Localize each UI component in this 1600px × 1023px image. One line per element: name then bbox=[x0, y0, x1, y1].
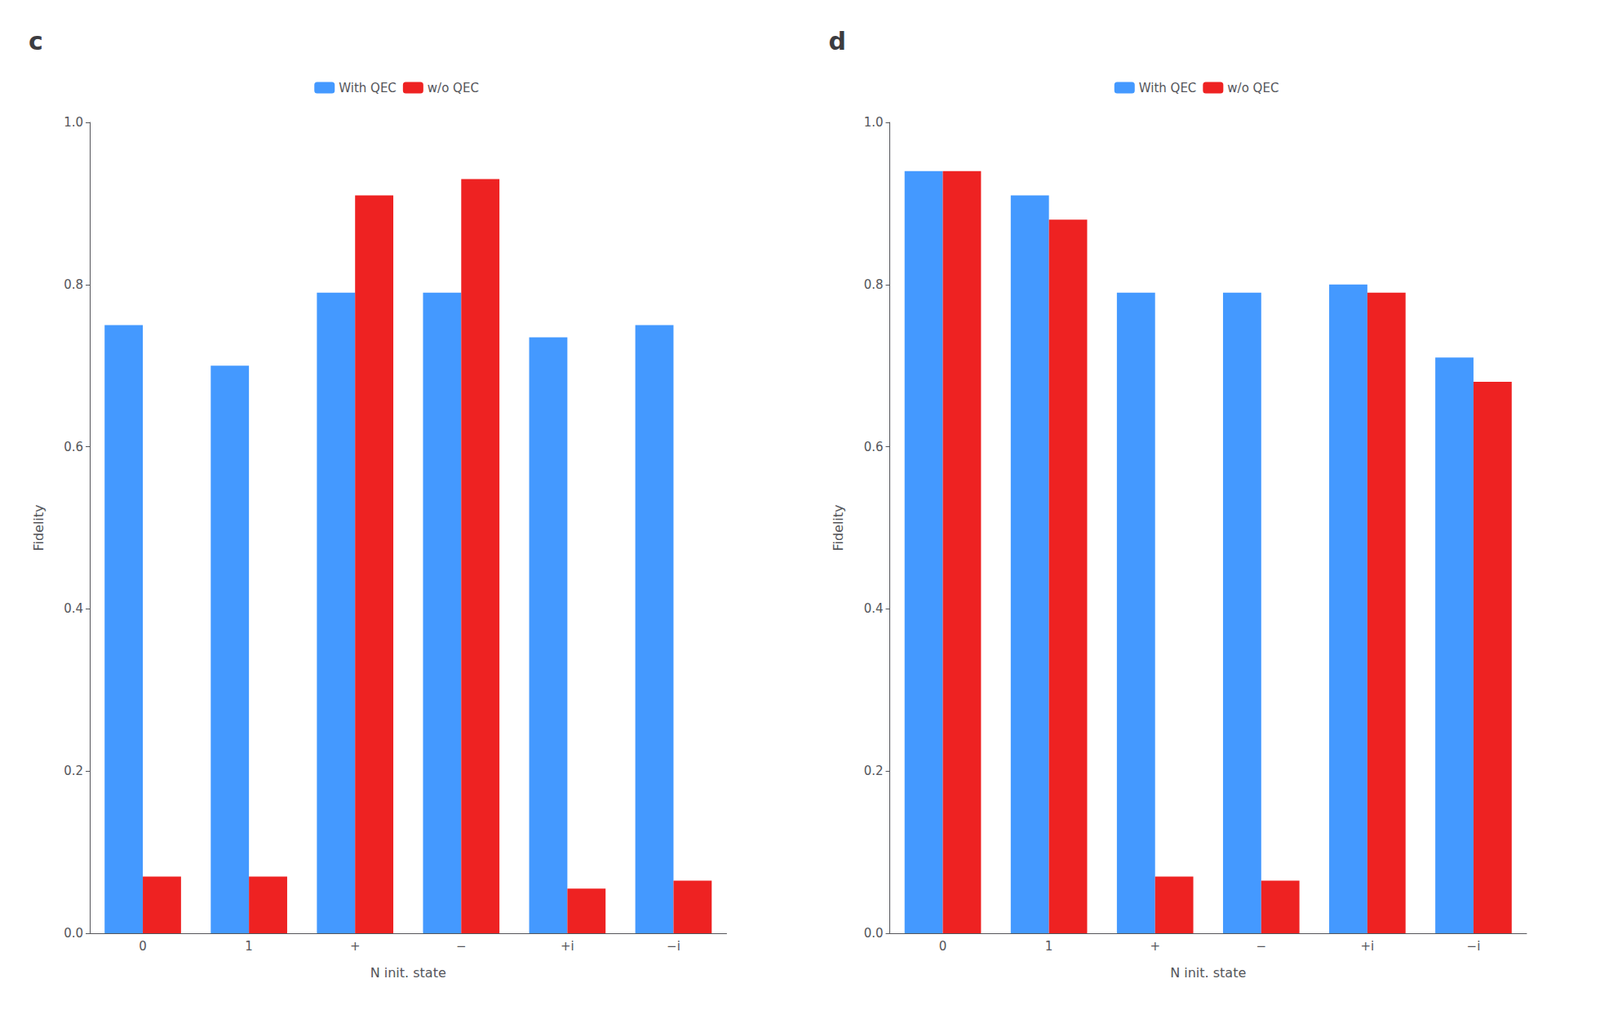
svg-text:With QEC: With QEC bbox=[1139, 80, 1197, 96]
svg-text:0.6: 0.6 bbox=[63, 439, 84, 455]
svg-text:0.2: 0.2 bbox=[63, 763, 84, 779]
svg-text:0.8: 0.8 bbox=[864, 277, 884, 293]
svg-text:0: 0 bbox=[939, 939, 948, 954]
svg-text:0.0: 0.0 bbox=[63, 926, 84, 941]
svg-text:c: c bbox=[28, 26, 44, 56]
svg-text:d: d bbox=[828, 26, 847, 56]
svg-text:0.2: 0.2 bbox=[864, 763, 884, 779]
svg-text:1: 1 bbox=[244, 939, 253, 954]
svg-text:N init. state: N init. state bbox=[1170, 965, 1246, 981]
svg-text:Fidelity: Fidelity bbox=[31, 504, 47, 551]
svg-text:−i: −i bbox=[1467, 939, 1481, 954]
svg-text:Fidelity: Fidelity bbox=[830, 504, 847, 551]
svg-text:0: 0 bbox=[138, 939, 147, 954]
svg-text:1.0: 1.0 bbox=[864, 115, 884, 130]
svg-text:−: − bbox=[456, 939, 467, 954]
svg-text:0.4: 0.4 bbox=[63, 601, 84, 617]
svg-text:−: − bbox=[1256, 939, 1268, 954]
svg-text:With QEC: With QEC bbox=[338, 80, 397, 96]
svg-text:+: + bbox=[1149, 939, 1161, 954]
svg-text:N init. state: N init. state bbox=[370, 965, 447, 981]
svg-text:w/o QEC: w/o QEC bbox=[427, 80, 479, 96]
svg-text:1: 1 bbox=[1045, 939, 1054, 954]
svg-text:+i: +i bbox=[560, 939, 575, 954]
svg-text:+i: +i bbox=[1360, 939, 1375, 954]
svg-text:0.6: 0.6 bbox=[864, 439, 884, 455]
svg-text:1.0: 1.0 bbox=[63, 115, 84, 130]
svg-text:−i: −i bbox=[666, 939, 681, 954]
svg-text:w/o QEC: w/o QEC bbox=[1227, 80, 1279, 96]
svg-text:0.0: 0.0 bbox=[864, 926, 884, 941]
svg-text:0.8: 0.8 bbox=[63, 277, 84, 293]
svg-text:+: + bbox=[350, 939, 361, 954]
svg-text:0.4: 0.4 bbox=[864, 601, 884, 617]
